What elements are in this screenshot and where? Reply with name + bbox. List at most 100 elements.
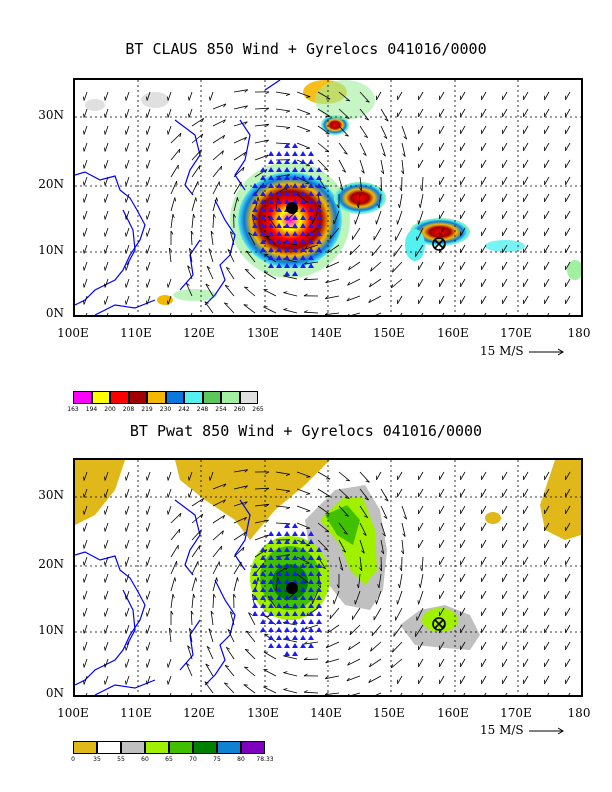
wind-vector xyxy=(317,539,329,551)
wind-vector xyxy=(227,629,235,643)
wind-vector xyxy=(338,142,348,155)
wind-vector xyxy=(349,624,361,636)
wind-vector-head xyxy=(200,133,204,138)
wind-vector-head xyxy=(344,514,349,517)
triangle-marker xyxy=(284,159,290,164)
wind-vector-head xyxy=(195,577,197,582)
wind-vector xyxy=(421,312,424,315)
wind-vector-head xyxy=(168,247,173,252)
wind-vector-head xyxy=(146,249,148,254)
wind-vector xyxy=(146,539,151,549)
wind-vector xyxy=(254,123,269,127)
colorbar-label: 260 xyxy=(233,406,246,413)
wind-vector xyxy=(523,573,529,582)
triangle-marker xyxy=(276,595,282,600)
triangle-marker xyxy=(284,603,290,608)
wind-vector-head xyxy=(303,641,308,645)
wind-vector-head xyxy=(146,130,148,135)
triangle-marker xyxy=(316,239,322,244)
wind-vector xyxy=(395,607,403,621)
triangle-marker xyxy=(260,603,266,608)
wind-vector xyxy=(481,210,487,219)
wind-vector xyxy=(358,193,361,208)
wind-vector xyxy=(502,261,508,270)
wind-vector xyxy=(170,528,181,541)
wind-vector xyxy=(104,573,109,583)
panel2-title: BT Pwat 850 Wind + Gyrelocs 041016/0000 xyxy=(129,422,483,440)
colorbar-cell xyxy=(73,741,97,754)
wind-vector-head xyxy=(186,662,190,666)
panel1-lon-130e: 130E xyxy=(247,326,279,340)
wind-vector-head xyxy=(265,107,270,111)
wind-vector xyxy=(104,641,109,651)
wind-vector xyxy=(205,663,214,677)
wind-vector xyxy=(421,692,424,695)
panel2-lat-0n: 0N xyxy=(45,686,64,700)
wind-vector xyxy=(212,514,225,524)
panel1-lon-140e: 140E xyxy=(310,326,342,340)
wind-vector xyxy=(460,142,466,151)
wind-vector xyxy=(83,505,88,515)
triangle-marker xyxy=(284,199,290,204)
wind-vector xyxy=(191,577,197,592)
wind-vector xyxy=(125,227,130,237)
colorbar-cell xyxy=(239,391,258,404)
wind-vector xyxy=(544,159,550,168)
panel1-lat-10n: 10N xyxy=(38,243,64,257)
wind-vector xyxy=(418,522,424,531)
wind-vector xyxy=(83,658,88,668)
wind-vector xyxy=(191,181,199,195)
wind-vector-head xyxy=(370,647,373,652)
wind-vector-head xyxy=(83,629,85,634)
wind-vector-head xyxy=(283,308,288,310)
wind-vector xyxy=(523,176,529,185)
triangle-marker xyxy=(276,231,282,236)
wind-vector xyxy=(373,607,382,621)
wind-vector-head xyxy=(213,593,216,598)
wind-vector-head xyxy=(190,610,194,615)
wind-vector xyxy=(146,505,151,515)
colorbar-label: 60 xyxy=(141,756,149,763)
colorbar-label: 208 xyxy=(122,406,135,413)
wind-vector-head xyxy=(286,507,291,510)
wind-vector xyxy=(275,471,290,475)
wind-vector-head xyxy=(248,232,253,236)
colorbar-cell xyxy=(97,741,121,754)
wind-vector xyxy=(439,295,445,304)
wind-vector xyxy=(526,692,529,695)
wind-vector xyxy=(505,312,508,315)
wind-vector-head xyxy=(418,583,421,588)
wind-vector xyxy=(127,692,130,695)
wind-vector-head xyxy=(83,510,85,515)
wind-vector xyxy=(263,271,277,280)
triangle-marker xyxy=(284,547,290,552)
wind-vector xyxy=(523,210,529,219)
triangle-marker xyxy=(292,571,298,576)
wind-vector xyxy=(191,497,204,507)
wind-vector xyxy=(170,181,177,195)
wind-vector-head xyxy=(224,682,229,685)
wind-vector xyxy=(224,682,235,694)
wind-vector xyxy=(187,645,193,660)
wind-vector-head xyxy=(200,529,202,534)
triangle-marker xyxy=(316,231,322,236)
wind-vector-head xyxy=(242,167,245,172)
triangle-marker xyxy=(268,579,274,584)
wind-vector-head xyxy=(83,181,85,186)
wind-vector xyxy=(523,261,529,270)
triangle-marker xyxy=(252,587,258,592)
triangle-marker xyxy=(260,191,266,196)
triangle-marker xyxy=(268,159,274,164)
panel1-wind-vectors xyxy=(83,89,571,315)
triangle-marker xyxy=(300,239,306,244)
wind-vector xyxy=(347,658,361,666)
wind-vector xyxy=(523,295,529,304)
wind-vector-head xyxy=(146,680,148,685)
wind-vector xyxy=(125,159,130,169)
wind-vector-head xyxy=(396,600,398,605)
wind-vector xyxy=(245,630,256,643)
wind-vector-head xyxy=(397,203,400,208)
triangle-marker xyxy=(300,611,306,616)
wind-vector-head xyxy=(323,548,328,551)
wind-vector-head xyxy=(146,510,148,515)
